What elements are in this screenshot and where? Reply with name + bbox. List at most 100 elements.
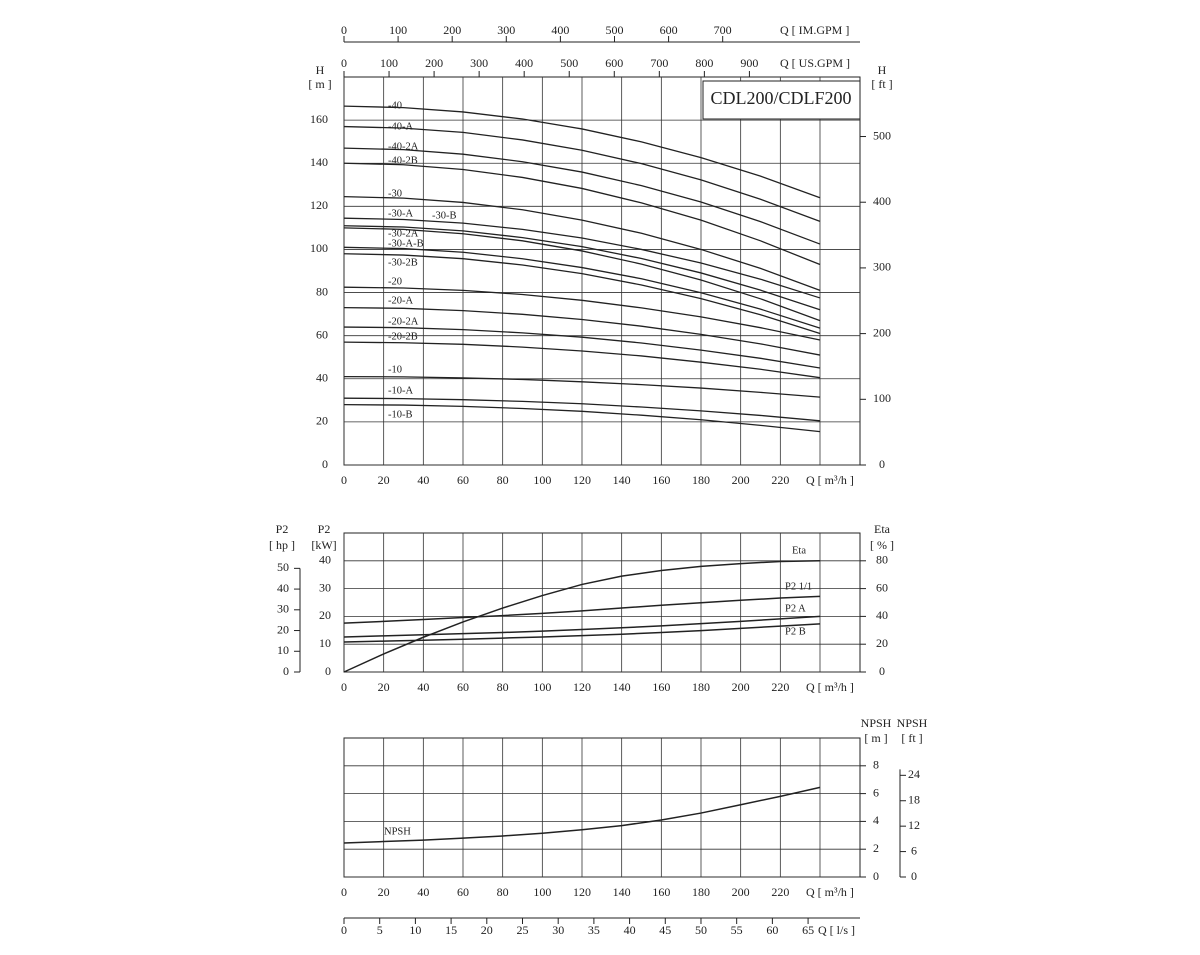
x-tick-label: 180 — [692, 680, 710, 694]
gpm-tick-label: 800 — [695, 56, 713, 70]
ls-tick-label: 25 — [516, 923, 528, 937]
y-tick-label: 8 — [873, 758, 879, 772]
y-tick-label: 0 — [322, 457, 328, 471]
curve-label: P2 A — [785, 603, 806, 614]
gpm-tick-label: 500 — [605, 23, 623, 37]
y-axis-unit: [ m ] — [308, 77, 331, 91]
y-tick-label: 4 — [873, 813, 879, 827]
gpm-tick-label: 0 — [341, 23, 347, 37]
curve-label: -20 — [388, 276, 402, 287]
x-tick-label: 200 — [732, 473, 750, 487]
ls-tick-label: 55 — [731, 923, 743, 937]
curve-label: -10-B — [388, 409, 413, 420]
curve — [343, 595, 821, 624]
y2-tick-label: 6 — [911, 843, 917, 857]
gpm-tick-label: 700 — [650, 56, 668, 70]
curve-label: -30-B — [432, 210, 457, 221]
x-tick-label: 220 — [771, 680, 789, 694]
ls-tick-label: 50 — [695, 923, 707, 937]
y-tick-label: 20 — [319, 608, 331, 622]
y2-tick-label: 100 — [873, 391, 891, 405]
y-tick-label: 60 — [316, 327, 328, 341]
curve-label: -40-2B — [388, 155, 418, 166]
y2-axis-title: H — [878, 63, 887, 77]
y-tick-label: 10 — [319, 636, 331, 650]
curve — [343, 341, 821, 379]
y-tick-label: 100 — [310, 241, 328, 255]
y-tick-label: 30 — [319, 580, 331, 594]
x-tick-label: 0 — [341, 473, 347, 487]
x-tick-label: 60 — [457, 885, 469, 899]
curve-label: -20-2B — [388, 331, 418, 342]
y2-axis-title: NPSH — [897, 716, 928, 730]
x-axis-label: Q [ m³/h ] — [806, 680, 854, 694]
gpm-tick-label: 100 — [389, 23, 407, 37]
y3-tick-label: 20 — [277, 622, 289, 636]
curve-label: -30-A-B — [388, 238, 424, 249]
curve — [343, 147, 821, 245]
curve — [343, 162, 821, 266]
curve-label: -20-2A — [388, 316, 419, 327]
y-tick-label: 0 — [325, 664, 331, 678]
gpm-tick-label: 700 — [714, 23, 732, 37]
y3-axis-unit: [ hp ] — [269, 538, 295, 552]
y2-tick-label: 500 — [873, 128, 891, 142]
ls-tick-label: 0 — [341, 923, 347, 937]
gpm-tick-label: 500 — [560, 56, 578, 70]
curve-label: -30-2B — [388, 257, 418, 268]
y2-axis-unit: [ ft ] — [901, 731, 922, 745]
y-axis-unit: [kW] — [311, 538, 336, 552]
curve — [343, 326, 821, 369]
gpm-tick-label: 400 — [515, 56, 533, 70]
y2-tick-label: 40 — [876, 608, 888, 622]
curve — [343, 105, 821, 199]
x-tick-label: 40 — [417, 885, 429, 899]
y2-tick-label: 80 — [876, 553, 888, 567]
y3-tick-label: 40 — [277, 581, 289, 595]
x-tick-label: 160 — [652, 680, 670, 694]
y-tick-label: 20 — [316, 414, 328, 428]
y-tick-label: 80 — [316, 284, 328, 298]
x-tick-label: 20 — [378, 473, 390, 487]
y-tick-label: 2 — [873, 841, 879, 855]
y2-tick-label: 0 — [911, 869, 917, 883]
x-tick-label: 120 — [573, 680, 591, 694]
y-axis-title: H — [316, 63, 325, 77]
curve-label: -40-A — [388, 121, 413, 132]
x-tick-label: 120 — [573, 473, 591, 487]
ls-tick-label: 15 — [445, 923, 457, 937]
y3-tick-label: 50 — [277, 560, 289, 574]
x-tick-label: 40 — [417, 473, 429, 487]
curve — [343, 615, 821, 638]
gpm-tick-label: 600 — [660, 23, 678, 37]
curve — [343, 286, 821, 341]
gpm-axis-label: Q [ IM.GPM ] — [780, 23, 849, 37]
curve — [343, 375, 821, 398]
y-tick-label: 120 — [310, 198, 328, 212]
y2-tick-label: 0 — [879, 457, 885, 471]
curve — [343, 560, 821, 673]
gpm-tick-label: 100 — [380, 56, 398, 70]
y2-axis-unit: [ ft ] — [871, 77, 892, 91]
y-tick-label: 6 — [873, 785, 879, 799]
ls-axis-label: Q [ l/s ] — [818, 923, 855, 937]
ls-tick-label: 45 — [659, 923, 671, 937]
y2-tick-label: 24 — [908, 767, 920, 781]
x-tick-label: 80 — [497, 473, 509, 487]
gpm-tick-label: 600 — [605, 56, 623, 70]
x-tick-label: 100 — [533, 885, 551, 899]
ls-tick-label: 35 — [588, 923, 600, 937]
y2-tick-label: 400 — [873, 194, 891, 208]
x-tick-label: 200 — [732, 885, 750, 899]
y-tick-label: 0 — [873, 869, 879, 883]
y-tick-label: 140 — [310, 155, 328, 169]
curve — [343, 403, 821, 433]
y2-tick-label: 0 — [879, 664, 885, 678]
x-tick-label: 180 — [692, 885, 710, 899]
ls-tick-label: 5 — [377, 923, 383, 937]
x-tick-label: 60 — [457, 473, 469, 487]
x-tick-label: 100 — [533, 473, 551, 487]
curve-label: -20-A — [388, 295, 413, 306]
x-tick-label: 80 — [497, 680, 509, 694]
